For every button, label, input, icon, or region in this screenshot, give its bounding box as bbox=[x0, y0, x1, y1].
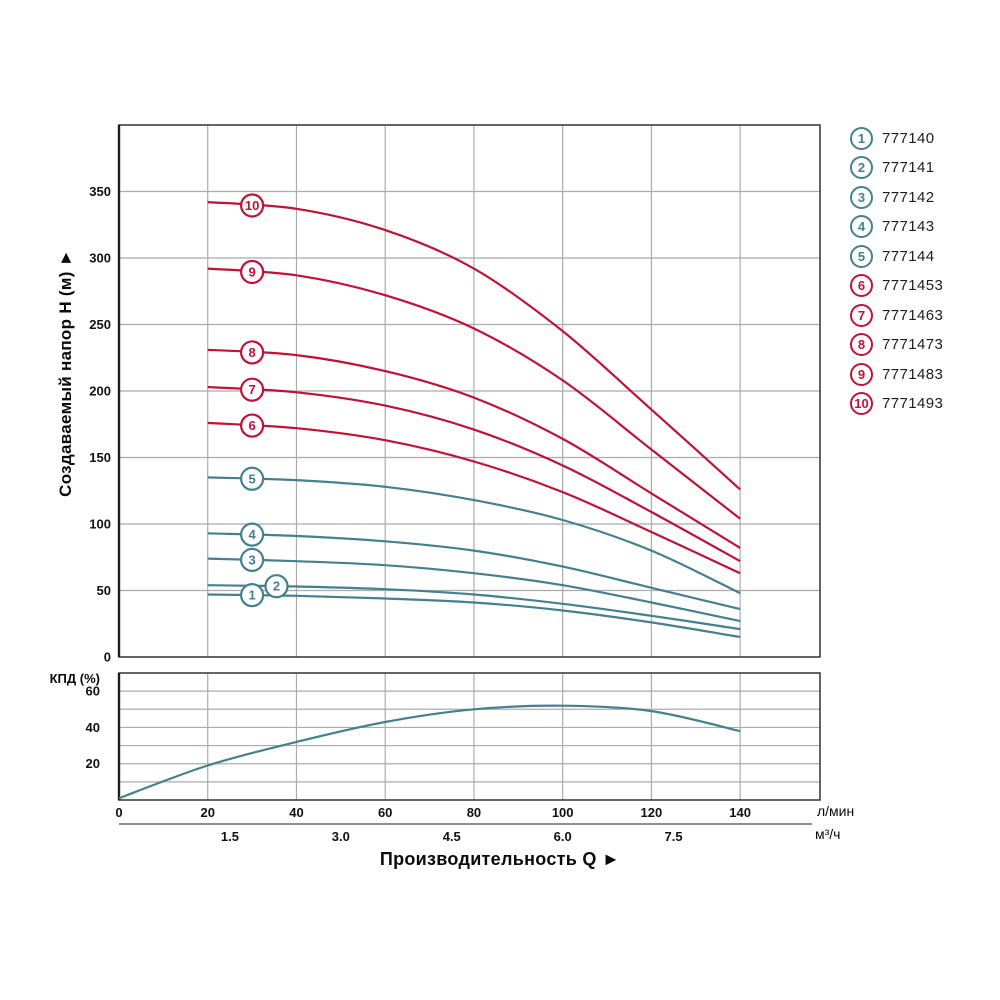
pump-curve bbox=[207, 557, 741, 623]
x-tick-label: 60 bbox=[378, 805, 392, 820]
x-tick-label-m3h: 7.5 bbox=[665, 829, 683, 844]
legend-badge-number: 4 bbox=[850, 215, 873, 238]
pump-curve bbox=[207, 201, 741, 491]
x-axis-unit-m3h: м³/ч bbox=[815, 826, 841, 842]
badge-number: 1 bbox=[248, 588, 255, 603]
x-tick-label-m3h: 6.0 bbox=[554, 829, 572, 844]
badge-number: 6 bbox=[248, 418, 255, 433]
x-tick-label: 140 bbox=[729, 805, 751, 820]
legend-code: 7771453 bbox=[882, 277, 944, 294]
legend-code: 7771463 bbox=[882, 306, 944, 324]
legend-item: 2 777141 bbox=[850, 156, 934, 180]
y-tick-label: 150 bbox=[89, 450, 111, 465]
legend-badge-number: 6 bbox=[850, 274, 873, 297]
legend-item: 7 7771463 bbox=[850, 303, 943, 327]
eff-tick-label: 60 bbox=[86, 684, 100, 699]
legend-badge-number: 3 bbox=[850, 185, 873, 209]
x-axis-title: Производительность Q ► bbox=[379, 849, 621, 869]
eff-tick-label: 40 bbox=[86, 720, 100, 735]
legend-code: 777142 bbox=[882, 188, 935, 206]
badge-number: 8 bbox=[248, 345, 255, 360]
legend-item: 3 777142 bbox=[850, 185, 934, 209]
badge-number: 3 bbox=[248, 552, 255, 567]
x-tick-label: 40 bbox=[289, 805, 303, 820]
pump-curve-badge bbox=[240, 466, 265, 491]
x-tick-label: 100 bbox=[552, 805, 574, 820]
y-tick-label: 100 bbox=[89, 517, 111, 532]
legend-code: 7771493 bbox=[882, 395, 944, 412]
y-tick-label: 300 bbox=[89, 251, 111, 266]
x-tick-label: 120 bbox=[641, 805, 663, 820]
pump-curve-badge bbox=[240, 547, 265, 573]
badge-number: 7 bbox=[248, 382, 255, 397]
legend-item: 8 7771473 bbox=[850, 333, 943, 357]
legend-code: 777140 bbox=[882, 129, 935, 147]
legend-badge-number: 1 bbox=[850, 126, 873, 150]
eff-tick-label: 20 bbox=[86, 756, 100, 771]
y-tick-label: 250 bbox=[89, 317, 111, 332]
pump-curve-badge bbox=[240, 413, 265, 438]
y-tick-label: 350 bbox=[89, 184, 111, 199]
pump-curve-badge bbox=[240, 193, 265, 218]
pump-curve bbox=[207, 385, 741, 563]
legend-badge-number: 10 bbox=[850, 392, 873, 415]
legend-code: 777143 bbox=[882, 218, 935, 235]
pump-curve bbox=[207, 532, 741, 611]
pump-curve bbox=[207, 348, 741, 549]
pump-curve bbox=[207, 267, 741, 520]
pump-curve-badge bbox=[264, 574, 289, 599]
pump-curve bbox=[207, 421, 741, 575]
legend-badge-number: 5 bbox=[850, 244, 873, 268]
legend-badge-number: 7 bbox=[850, 303, 873, 327]
legend-code: 777141 bbox=[882, 159, 935, 176]
badge-number: 9 bbox=[248, 264, 255, 279]
pump-curve bbox=[207, 476, 741, 595]
x-tick-label: 80 bbox=[467, 805, 481, 820]
efficiency-curve bbox=[118, 704, 741, 800]
legend-item: 4 777143 bbox=[850, 215, 934, 239]
legend-item: 6 7771453 bbox=[850, 274, 943, 298]
x-axis-unit-lpm: л/мин bbox=[817, 803, 855, 819]
badge-number: 2 bbox=[273, 579, 280, 594]
badge-number: 4 bbox=[248, 527, 256, 542]
legend-item: 5 777144 bbox=[850, 244, 934, 268]
pump-curve-badge bbox=[240, 259, 265, 285]
legend-code: 7771473 bbox=[882, 336, 944, 353]
badge-number: 10 bbox=[245, 198, 259, 213]
y-axis-title-head: Создаваемый напор H (м) ► bbox=[56, 249, 75, 497]
x-tick-label-m3h: 3.0 bbox=[332, 829, 350, 844]
badge-number: 5 bbox=[248, 471, 255, 486]
pump-curve-badge bbox=[240, 583, 265, 608]
x-tick-label-m3h: 1.5 bbox=[221, 829, 239, 844]
legend-item: 1 777140 bbox=[850, 126, 934, 150]
legend-badge-number: 9 bbox=[850, 362, 873, 386]
y-tick-label: 0 bbox=[104, 650, 111, 665]
eff-plot-border bbox=[118, 672, 821, 801]
y-tick-label: 200 bbox=[89, 384, 111, 399]
legend-item: 10 7771493 bbox=[850, 392, 943, 416]
y-tick-label: 50 bbox=[97, 583, 111, 598]
pump-curve bbox=[207, 593, 741, 639]
legend-badge-number: 2 bbox=[850, 156, 873, 179]
y-axis-title-efficiency: КПД (%) bbox=[49, 671, 100, 686]
x-tick-label: 0 bbox=[115, 805, 122, 820]
legend-badge-number: 8 bbox=[850, 333, 873, 356]
x-tick-label: 20 bbox=[200, 805, 214, 820]
pump-curve-badge bbox=[240, 340, 265, 365]
legend-code: 7771483 bbox=[882, 365, 944, 383]
pump-curve-badge bbox=[240, 377, 265, 402]
legend-code: 777144 bbox=[882, 247, 935, 265]
legend-item: 9 7771483 bbox=[850, 362, 943, 386]
x-tick-label-m3h: 4.5 bbox=[443, 829, 461, 844]
pump-curve bbox=[207, 584, 741, 631]
pump-curve-badge bbox=[240, 522, 265, 547]
